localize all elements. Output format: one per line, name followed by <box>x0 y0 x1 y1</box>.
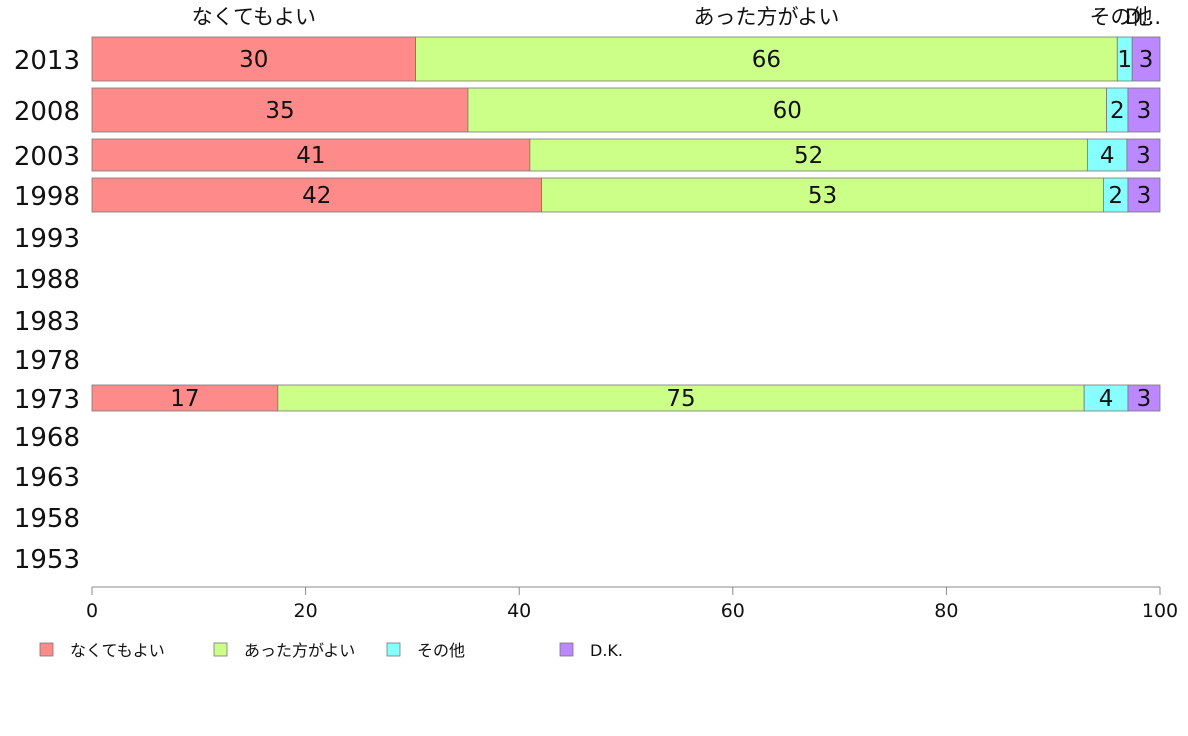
x-axis: 0 20 40 60 80 100 <box>86 586 1178 622</box>
year-label-2013: 2013 <box>14 46 80 76</box>
top-series-labels: なくてもよい あった方がよい その他D... <box>192 5 1161 29</box>
bar-label-1973-series-1: 75 <box>666 386 695 412</box>
legend: なくてもよい あった方がよい その他 D.K. <box>39 641 623 660</box>
bar-1973-series-2 <box>1083 384 1129 412</box>
bar-label-2013-series-3: 3 <box>1139 47 1154 73</box>
top-label-3: D... <box>1125 5 1161 29</box>
year-label-1988: 1988 <box>14 265 80 295</box>
bar-1998-series-0 <box>91 177 543 213</box>
year-label-2008: 2008 <box>14 97 80 127</box>
bar-value-labels: 30 66 1 335 60 2 341 52 4 342 53 2 317 75 4 3 <box>170 47 1153 412</box>
year-label-1983: 1983 <box>14 307 80 337</box>
legend-label-2: その他 <box>417 641 465 660</box>
top-label-1: あった方がよい <box>693 5 839 29</box>
x-tick-label-100: 100 <box>1142 600 1178 622</box>
bar-1973-series-3 <box>1127 384 1161 412</box>
x-tick-label-40: 40 <box>507 600 531 622</box>
bar-2008-series-0 <box>91 87 469 133</box>
bar-label-1973-series-3: 3 <box>1137 386 1152 412</box>
bar-label-2013-series-1: 66 <box>752 47 781 73</box>
bar-2008-series-3 <box>1127 87 1161 133</box>
bar-label-2003-series-2: 4 <box>1100 143 1115 169</box>
bar-2003-series-1 <box>529 138 1088 172</box>
bar-1998-series-3 <box>1127 177 1161 213</box>
bar-2013-series-1 <box>415 36 1118 82</box>
bar-label-2008-series-1: 60 <box>773 98 802 124</box>
legend-swatch-3 <box>559 642 574 657</box>
x-tick-label-0: 0 <box>86 600 98 622</box>
bar-label-2013-series-2: 1 <box>1117 47 1132 73</box>
legend-swatch-0 <box>39 642 54 657</box>
legend-swatch-1 <box>213 642 228 657</box>
bar-label-1998-series-2: 2 <box>1108 183 1123 209</box>
bar-label-2008-series-2: 2 <box>1110 98 1125 124</box>
bars-group <box>91 36 1161 412</box>
bar-1973-series-1 <box>277 384 1085 412</box>
x-tick-label-80: 80 <box>934 600 958 622</box>
x-tick-label-60: 60 <box>721 600 745 622</box>
year-label-1953: 1953 <box>14 545 80 575</box>
bar-2013-series-3 <box>1131 36 1161 82</box>
bar-label-2003-series-0: 41 <box>296 143 325 169</box>
bar-label-1973-series-0: 17 <box>170 386 199 412</box>
bar-label-1998-series-0: 42 <box>302 183 331 209</box>
legend-label-1: あった方がよい <box>244 641 355 660</box>
bar-2003-series-0 <box>91 138 531 172</box>
bar-1973-series-0 <box>91 384 279 412</box>
year-label-1968: 1968 <box>14 423 80 453</box>
year-axis-labels: 2013 2008 2003 1998 1993 1988 1983 1978 1973 1968… <box>14 46 80 575</box>
bar-label-2003-series-1: 52 <box>794 143 823 169</box>
bar-2003-series-2 <box>1086 138 1128 172</box>
legend-label-0: なくてもよい <box>70 641 165 660</box>
bar-2008-series-1 <box>467 87 1108 133</box>
legend-swatch-2 <box>386 642 401 657</box>
year-label-1963: 1963 <box>14 463 80 493</box>
year-label-1998: 1998 <box>14 182 80 212</box>
year-label-2003: 2003 <box>14 142 80 172</box>
bar-label-2003-series-3: 3 <box>1136 143 1151 169</box>
year-label-1958: 1958 <box>14 504 80 534</box>
bar-label-1998-series-3: 3 <box>1137 183 1152 209</box>
bar-1998-series-2 <box>1102 177 1129 213</box>
bar-label-2008-series-3: 3 <box>1137 98 1152 124</box>
x-tick-label-20: 20 <box>294 600 318 622</box>
year-label-1973: 1973 <box>14 385 80 415</box>
bar-label-2008-series-0: 35 <box>265 98 294 124</box>
top-label-2: その他 <box>1090 5 1153 29</box>
bar-2013-series-0 <box>91 36 417 82</box>
top-label-0: なくてもよい <box>192 5 316 29</box>
bar-2003-series-3 <box>1126 138 1161 172</box>
year-label-1993: 1993 <box>14 224 80 254</box>
bar-label-1973-series-2: 4 <box>1099 386 1114 412</box>
legend-label-3: D.K. <box>590 641 623 660</box>
year-label-1978: 1978 <box>14 346 80 376</box>
bar-label-1998-series-1: 53 <box>808 183 837 209</box>
bar-label-2013-series-0: 30 <box>239 47 268 73</box>
